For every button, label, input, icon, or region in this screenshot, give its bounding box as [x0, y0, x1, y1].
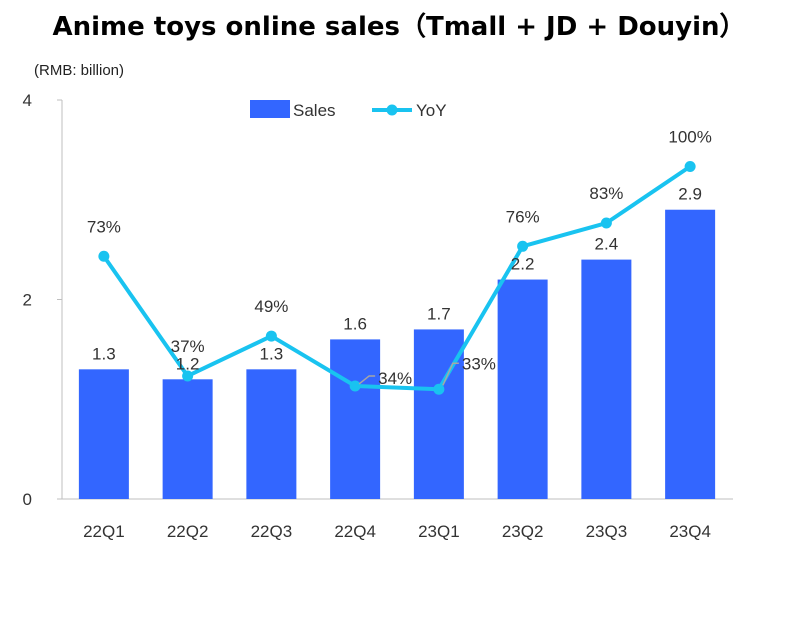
data-label-sales: 1.6: [343, 314, 367, 333]
point-yoy: [182, 370, 194, 382]
bar-sales: [497, 279, 548, 499]
data-label-yoy: 37%: [171, 337, 205, 356]
legend-swatch-sales: [250, 100, 290, 118]
y-tick-label: 0: [23, 490, 32, 509]
point-yoy: [349, 380, 361, 392]
bar-sales: [246, 369, 297, 499]
data-label-yoy: 33%: [462, 354, 496, 373]
x-tick-label: 23Q4: [669, 522, 711, 541]
data-label-sales: 2.9: [678, 185, 702, 204]
data-label-yoy: 83%: [589, 184, 623, 203]
data-label-sales: 2.4: [595, 235, 619, 254]
point-yoy: [433, 383, 445, 395]
x-tick-label: 22Q3: [251, 522, 293, 541]
x-tick-label: 22Q4: [334, 522, 376, 541]
x-tick-label: 23Q1: [418, 522, 460, 541]
legend-label-yoy: YoY: [416, 101, 447, 120]
y-tick-label: 2: [23, 291, 32, 310]
x-tick-label: 22Q2: [167, 522, 209, 541]
leader-line: [442, 362, 459, 386]
legend-label-sales: Sales: [293, 101, 336, 120]
data-label-yoy: 100%: [668, 128, 711, 147]
point-yoy: [98, 250, 110, 262]
data-label-yoy: 73%: [87, 217, 121, 236]
point-yoy: [265, 330, 277, 342]
x-tick-label: 22Q1: [83, 522, 125, 541]
legend-marker-yoy: [386, 104, 398, 116]
x-tick-label: 23Q2: [502, 522, 544, 541]
data-label-sales: 1.7: [427, 304, 451, 323]
data-label-yoy: 34%: [378, 369, 412, 388]
data-label-yoy: 76%: [506, 207, 540, 226]
bar-sales: [581, 259, 632, 499]
bar-sales: [162, 379, 213, 499]
bar-sales: [665, 209, 716, 499]
data-label-sales: 1.3: [92, 344, 116, 363]
chart-title: Anime toys online sales（Tmall + JD + Dou…: [52, 12, 746, 42]
point-yoy: [600, 217, 612, 229]
unit-label: (RMB: billion): [34, 62, 125, 79]
y-tick-label: 4: [23, 91, 32, 110]
data-label-sales: 1.2: [176, 354, 200, 373]
bar-sales: [330, 339, 381, 499]
point-yoy: [684, 161, 696, 172]
leader-line: [358, 375, 376, 385]
bar-sales: [78, 369, 129, 499]
line-yoy: [102, 164, 692, 392]
bar-sales: [413, 329, 464, 499]
point-yoy: [517, 240, 529, 252]
x-tick-label: 23Q3: [586, 522, 628, 541]
data-label-sales: 1.3: [260, 344, 284, 363]
data-label-sales: 2.2: [511, 255, 535, 274]
data-label-yoy: 49%: [254, 297, 288, 316]
